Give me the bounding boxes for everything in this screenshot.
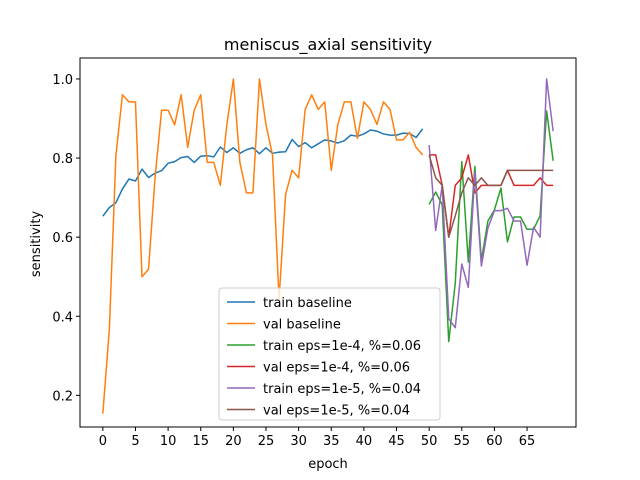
legend-label: train baseline	[263, 296, 352, 311]
x-tick-label: 0	[99, 434, 107, 449]
y-tick-label: 0.6	[52, 231, 73, 246]
x-tick-label: 55	[454, 434, 471, 449]
series-line-6	[428, 154, 554, 238]
y-tick-label: 1.0	[52, 73, 73, 88]
x-tick-label: 50	[421, 434, 438, 449]
legend-label: train eps=1e-5, %=0.04	[263, 382, 421, 397]
x-tick-label: 5	[131, 434, 139, 449]
legend-box	[218, 287, 441, 421]
x-tick-label: 65	[519, 434, 536, 449]
y-axis-title: sensitivity	[29, 211, 44, 278]
x-axis-title: epoch	[308, 457, 348, 472]
x-tick-label: 40	[356, 434, 373, 449]
legend: train baseline val baseline train eps=1e-4…	[218, 287, 441, 421]
legend-label: train eps=1e-4, %=0.06	[263, 339, 421, 354]
y-tick-label: 0.8	[52, 152, 73, 167]
legend-label: val eps=1e-4, %=0.06	[263, 361, 410, 376]
chart-title: meniscus_axial sensitivity	[224, 35, 432, 55]
series-line-2	[102, 78, 424, 414]
x-tick-label: 10	[160, 434, 177, 449]
legend-label: val baseline	[263, 318, 341, 333]
plot-area: 0 5 10 15 20 25 30 35 40 45 50 55 60 65 0.2 0.4 0.6 0.8 1.…	[52, 57, 577, 449]
x-tick-label: 30	[290, 434, 307, 449]
y-tick-label: 0.4	[52, 310, 73, 325]
y-tick-label: 0.2	[52, 389, 73, 404]
x-tick-label: 20	[225, 434, 242, 449]
x-tick-label: 15	[192, 434, 209, 449]
plot-frame	[79, 57, 577, 428]
legend-label: val eps=1e-5, %=0.04	[263, 404, 410, 419]
x-tick-label: 35	[323, 434, 340, 449]
x-tick-label: 45	[388, 434, 405, 449]
x-tick-label: 25	[258, 434, 275, 449]
x-tick-label: 60	[486, 434, 503, 449]
series-line-5	[428, 78, 554, 329]
